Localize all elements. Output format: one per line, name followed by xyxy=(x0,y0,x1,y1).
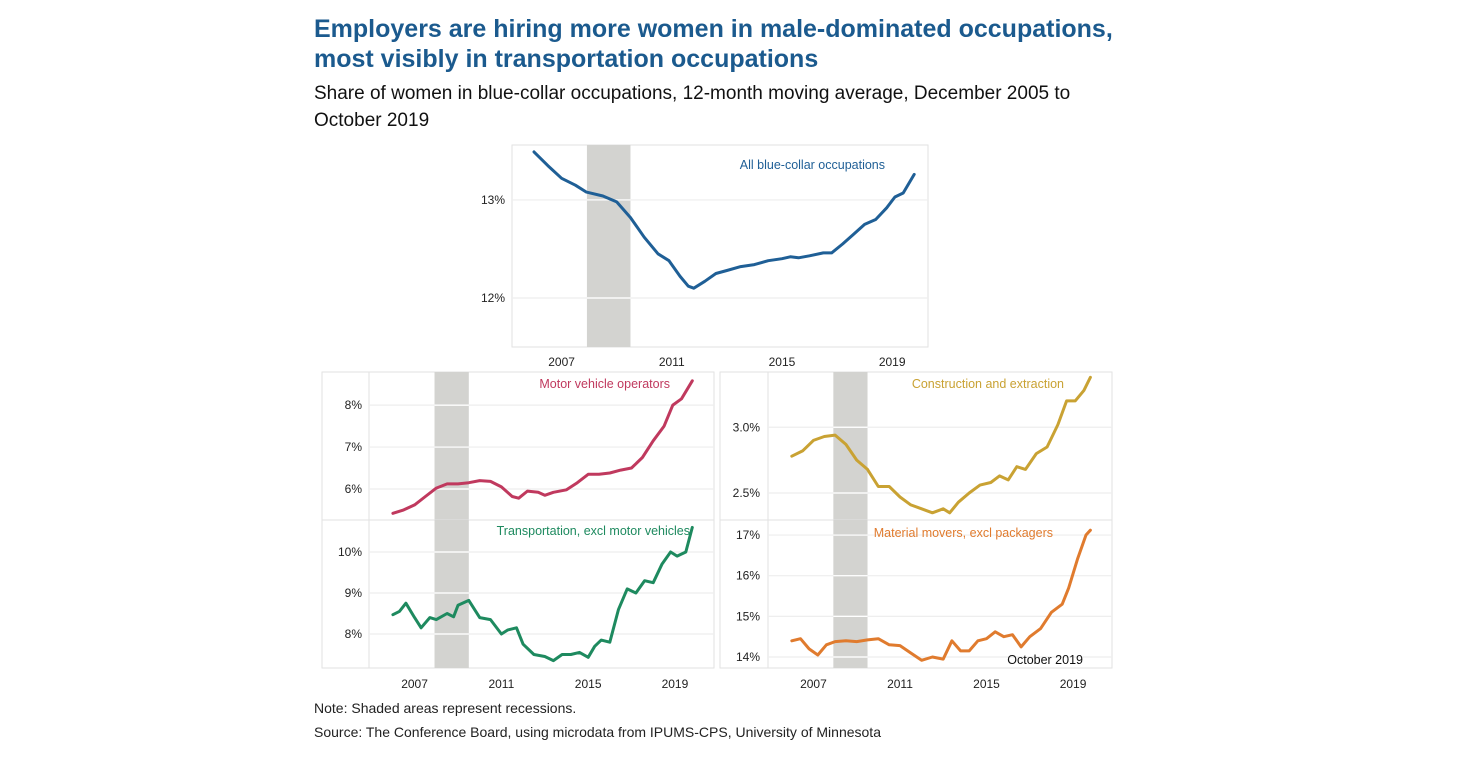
transportation-y-tick-label: 8% xyxy=(345,627,363,641)
date-annotation: October 2019 xyxy=(1007,653,1083,667)
construction-y-tick-label: 2.5% xyxy=(733,486,761,500)
transportation-panel-frame xyxy=(321,519,715,669)
material-movers-recession-shade xyxy=(833,520,868,668)
source-text: Source: The Conference Board, using micr… xyxy=(314,724,881,740)
material-movers-y-tick-label: 14% xyxy=(736,650,760,664)
transportation-y-tick-label: 9% xyxy=(345,586,363,600)
material-movers-panel-frame xyxy=(719,519,1113,669)
all-blue-collar-y-tick-label: 13% xyxy=(481,193,505,207)
material-movers-x-tick-label: 2015 xyxy=(973,677,1000,691)
transportation-x-tick-label: 2007 xyxy=(401,677,428,691)
transportation-x-tick-label: 2015 xyxy=(575,677,602,691)
all-blue-collar-x-tick-label: 2007 xyxy=(548,355,575,369)
material-movers-x-tick-label: 2019 xyxy=(1060,677,1087,691)
construction-series-line xyxy=(790,375,1092,515)
transportation-panel-title: Transportation, excl motor vehicles xyxy=(497,524,690,538)
all-blue-collar-y-tick-label: 12% xyxy=(481,291,505,305)
chart-subtitle: Share of women in blue-collar occupation… xyxy=(314,83,1071,131)
motor-vehicle-panel-title: Motor vehicle operators xyxy=(539,377,670,391)
construction-y-tick-label: 3.0% xyxy=(733,420,761,434)
material-movers-series-line xyxy=(790,528,1092,662)
material-movers-x-tick-label: 2011 xyxy=(887,677,913,691)
transportation-x-tick-label: 2011 xyxy=(488,677,514,691)
motor-vehicle-y-tick-label: 8% xyxy=(345,398,363,412)
transportation-recession-shade xyxy=(434,520,469,668)
note-text: Note: Shaded areas represent recessions. xyxy=(314,700,577,716)
construction-panel-title: Construction and extraction xyxy=(912,377,1064,391)
motor-vehicle-y-tick-label: 7% xyxy=(345,440,363,454)
all-blue-collar-x-tick-label: 2011 xyxy=(659,355,685,369)
material-movers-x-tick-label: 2007 xyxy=(800,677,827,691)
all-blue-collar-series-line xyxy=(532,150,916,290)
all-blue-collar-panel-title: All blue-collar occupations xyxy=(740,158,885,172)
motor-vehicle-recession-shade xyxy=(434,372,469,520)
motor-vehicle-y-tick-label: 6% xyxy=(345,482,363,496)
transportation-series-line xyxy=(391,525,694,663)
all-blue-collar-recession-shade xyxy=(586,145,631,347)
construction-recession-shade xyxy=(833,372,868,520)
material-movers-y-tick-label: 16% xyxy=(736,569,760,583)
transportation-y-tick-label: 10% xyxy=(338,545,362,559)
material-movers-y-tick-label: 15% xyxy=(736,609,760,623)
transportation-x-tick-label: 2019 xyxy=(662,677,689,691)
all-blue-collar-x-tick-label: 2019 xyxy=(879,355,906,369)
motor-vehicle-series-line xyxy=(391,379,694,515)
material-movers-y-tick-label: 17% xyxy=(736,528,760,542)
all-blue-collar-panel-frame xyxy=(511,144,929,348)
all-blue-collar-x-tick-label: 2015 xyxy=(769,355,796,369)
material-movers-panel-title: Material movers, excl packagers xyxy=(874,526,1053,540)
construction-panel-frame xyxy=(719,371,1113,521)
chart-title: Employers are hiring more women in male-… xyxy=(314,15,1113,73)
